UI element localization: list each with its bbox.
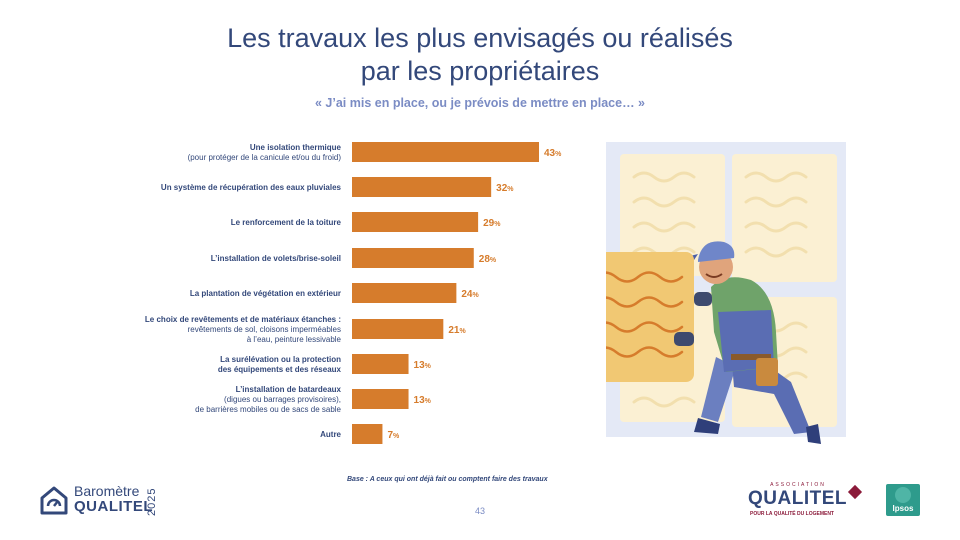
association-label: ASSOCIATION: [770, 482, 826, 488]
data-label-4: 28%: [479, 254, 497, 265]
category-label-5: La plantation de végétation en extérieur: [190, 289, 341, 298]
bar-2: [352, 177, 492, 197]
tool-pouch: [756, 358, 778, 386]
data-label-6: 21%: [448, 325, 466, 336]
subtitle-quote: « J’ai mis en place, ou je prévois de me…: [315, 96, 645, 110]
category-label-7: La surélévation ou la protection des équi…: [218, 355, 342, 374]
bar-4: [352, 248, 474, 268]
category-label-8: L’installation de batardeaux (digues ou b…: [195, 385, 341, 414]
bar-9: [352, 424, 383, 444]
category-label-3: Le renforcement de la toiture: [231, 218, 342, 227]
worker-glove: [674, 332, 694, 346]
data-label-3: 29%: [483, 218, 501, 229]
worker-glove: [694, 292, 712, 306]
worker-smile: [705, 273, 723, 278]
barometre-logo: Baromètre QUALITEL 2025: [38, 484, 158, 518]
page-title-line2: par les propriétaires: [360, 56, 600, 86]
data-label-1: 43%: [544, 148, 562, 159]
category-label-4: L’installation de volets/brise-soleil: [211, 254, 341, 263]
insulation-panel: [620, 154, 725, 276]
barometre-qualitel: QUALITEL: [74, 498, 153, 515]
category-label-2: Un système de récupération des eaux pluv…: [161, 183, 342, 192]
qualitel-name: QUALITEL: [748, 488, 847, 509]
category-label-6: Le choix de revêtements et de matériaux …: [145, 315, 342, 344]
worker-shoe: [694, 418, 720, 434]
bar-5: [352, 283, 457, 303]
data-label-8: 13%: [414, 395, 432, 406]
data-label-7: 13%: [414, 360, 432, 371]
page-title-line1: Les travaux les plus envisagés ou réalis…: [227, 23, 733, 53]
worker-insulation-illustration: [606, 142, 846, 444]
bar-7: [352, 354, 409, 374]
worker-shoe: [806, 424, 821, 444]
qualitel-tagline: POUR LA QUALITÉ DU LOGEMENT: [750, 511, 834, 517]
base-note: Base : A ceux qui ont déjà fait ou compt…: [347, 476, 548, 483]
held-panel-waves: [606, 271, 684, 358]
worker-leg: [731, 352, 811, 434]
held-insulation-panel: [606, 252, 694, 382]
worker-belt: [731, 354, 771, 360]
ipsos-label: Ipsos: [892, 504, 914, 513]
bar-3: [352, 212, 479, 232]
category-label-1: Une isolation thermique (pour protéger de…: [188, 143, 342, 162]
barometre-year: 2025: [146, 487, 158, 516]
bar-1: [352, 142, 539, 162]
data-label-9: 7%: [387, 430, 400, 441]
insulation-panel: [732, 154, 837, 282]
barometre-word: Baromètre: [74, 483, 140, 499]
data-label-2: 32%: [496, 183, 514, 194]
ipsos-circle-icon: [895, 487, 911, 503]
data-label-5: 24%: [461, 289, 479, 300]
house-gauge-icon: [40, 486, 68, 515]
bar-6: [352, 319, 444, 339]
category-label-9: Autre: [320, 430, 341, 439]
worker-leg: [701, 357, 736, 422]
bar-8: [352, 389, 409, 409]
worker-cap: [698, 241, 735, 262]
page-title: Les travaux les plus envisagés ou réalis…: [0, 22, 960, 88]
qualitel-diamond-icon: [847, 484, 863, 500]
ipsos-logo: Ipsos: [886, 484, 920, 516]
association-qualitel-logo: ASSOCIATION QUALITEL POUR LA QUALITÉ DU …: [748, 482, 863, 520]
page-number: 43: [474, 506, 485, 516]
